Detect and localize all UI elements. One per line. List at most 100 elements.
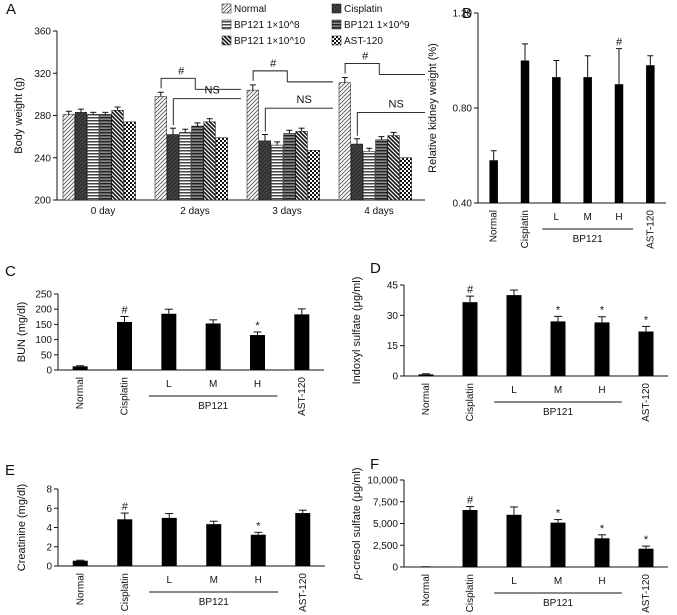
x-tick-label: Cisplatin — [120, 377, 131, 415]
y-axis-label: p-cresol sulfate (μg/ml) — [351, 467, 363, 580]
bar-h — [594, 322, 610, 376]
bar-cisplatin — [520, 60, 530, 203]
bar-l — [506, 295, 522, 376]
significance-star: * — [556, 508, 561, 520]
bar-m — [550, 321, 566, 376]
bar-bp121-1-10-10 — [387, 135, 400, 201]
x-tick-label: AST-120 — [641, 574, 652, 613]
y-tick-label: 150 — [35, 320, 52, 331]
hash-mark: # — [362, 50, 369, 62]
bar-cisplatin — [117, 519, 133, 566]
y-tick-label: 8 — [46, 485, 52, 496]
x-tick-label: Cisplatin — [120, 573, 131, 611]
x-tick-label: Normal — [421, 383, 432, 415]
y-axis-label: Body weight (g) — [13, 77, 25, 153]
y-tick-label: 0 — [392, 372, 398, 383]
x-tick-label: H — [615, 212, 622, 223]
y-tick-label: 250 — [35, 290, 52, 301]
bar-h — [250, 335, 265, 370]
y-tick-label: 0.80 — [453, 104, 473, 115]
bar-cisplatin — [74, 112, 88, 201]
x-tick-label: AST-120 — [297, 377, 308, 416]
x-tick-label: M — [554, 385, 562, 396]
y-tick-label: 280 — [34, 111, 51, 122]
bar-bp121-1-10-8 — [363, 151, 376, 201]
group-label: BP121 — [573, 234, 603, 245]
bar-bp121-1-10-9 — [191, 125, 204, 201]
ns-label: NS — [205, 85, 220, 97]
x-tick-label: 2 days — [180, 206, 209, 217]
bar-bp121-1-10-9 — [99, 114, 112, 201]
hash-mark: # — [467, 495, 474, 507]
panel-label: C — [5, 263, 16, 280]
x-tick-label: Cisplatin — [465, 383, 476, 421]
y-axis-label: Indoxyl sulfate (μg/ml) — [351, 277, 363, 385]
bar-bp121-1-10-10 — [111, 109, 124, 201]
bar-normal — [62, 114, 75, 201]
bar-bp121-1-10-8 — [87, 114, 100, 201]
bar-normal — [418, 374, 434, 376]
bar-m — [550, 522, 566, 567]
significance-bracket — [344, 63, 380, 75]
bar-l — [552, 77, 561, 203]
x-tick-label: H — [255, 575, 262, 586]
x-tick-label: Normal — [489, 210, 500, 242]
group-label: BP121 — [198, 401, 228, 412]
x-tick-label: 4 days — [364, 206, 393, 217]
bar-h — [614, 84, 624, 203]
bar-ast-120 — [295, 513, 311, 566]
x-tick-label: Normal — [421, 574, 432, 606]
y-tick-label: 6 — [46, 504, 52, 515]
x-tick-label: 0 day — [91, 206, 115, 217]
bar-cisplatin — [350, 143, 364, 201]
legend-swatch — [221, 3, 232, 14]
x-tick-label: AST-120 — [298, 573, 309, 612]
x-tick-label: L — [554, 212, 560, 223]
bar-bp121-1-10-10 — [295, 131, 308, 201]
hash-mark: # — [270, 58, 277, 70]
y-tick-label: 200 — [34, 196, 51, 207]
x-tick-label: Cisplatin — [465, 574, 476, 612]
x-tick-label: AST-120 — [641, 383, 652, 422]
x-tick-label: H — [254, 379, 261, 390]
significance-star: * — [255, 320, 260, 332]
bar-ast-120 — [399, 157, 412, 201]
bar-normal — [246, 89, 259, 201]
bar-normal — [72, 366, 88, 370]
x-tick-label: Cisplatin — [520, 210, 531, 248]
y-axis-label-rest: -cresol sulfate (μg/ml) — [351, 467, 363, 573]
panel-b-kidney-weight: 0.40 0.80 1.20B Relative kidney weight (%) #… — [427, 5, 666, 249]
panel-label: D — [370, 260, 381, 277]
bar-bp121-1-10-9 — [283, 133, 296, 201]
hash-mark: # — [121, 304, 128, 316]
bar-normal — [72, 560, 88, 566]
bar-bp121-1-10-9 — [375, 139, 388, 201]
bar-normal — [154, 96, 167, 201]
y-tick-label: 30 — [387, 311, 399, 322]
panel-label: B — [462, 5, 472, 22]
ns-label: NS — [389, 98, 404, 110]
legend-label: BP121 1×10^10 — [234, 36, 306, 47]
y-tick-label: 320 — [34, 69, 51, 80]
x-tick-label: Normal — [75, 573, 86, 605]
y-axis-label: Creatinine (mg/dl) — [16, 484, 28, 571]
y-tick-label: 0 — [392, 563, 398, 574]
y-tick-label: 240 — [34, 153, 51, 164]
bar-cisplatin — [462, 510, 478, 567]
group-label: BP121 — [199, 597, 229, 608]
panel-c-bun: 0 50 100 150 200 250 C BUN (mg/dl) # * Normal Cispl… — [5, 263, 324, 416]
y-axis-label: Relative kidney weight (%) — [427, 43, 439, 173]
panel-d-indoxyl-sulfate: 0 15 30 45 D Indoxyl sulfate (μg/ml) # * * * Norma… — [351, 260, 668, 422]
x-tick-label: 3 days — [272, 206, 301, 217]
significance-star: * — [556, 304, 561, 316]
legend-swatch — [221, 19, 232, 30]
y-tick-label: 100 — [35, 335, 52, 346]
y-tick-label: 45 — [387, 281, 399, 292]
legend-label: AST-120 — [344, 36, 383, 47]
y-tick-label: 0.40 — [453, 199, 473, 210]
y-tick-label: 1.20 — [453, 9, 473, 20]
x-tick-label: M — [210, 575, 218, 586]
significance-bracket — [252, 70, 288, 82]
y-axis-label-italic: p — [351, 573, 363, 580]
